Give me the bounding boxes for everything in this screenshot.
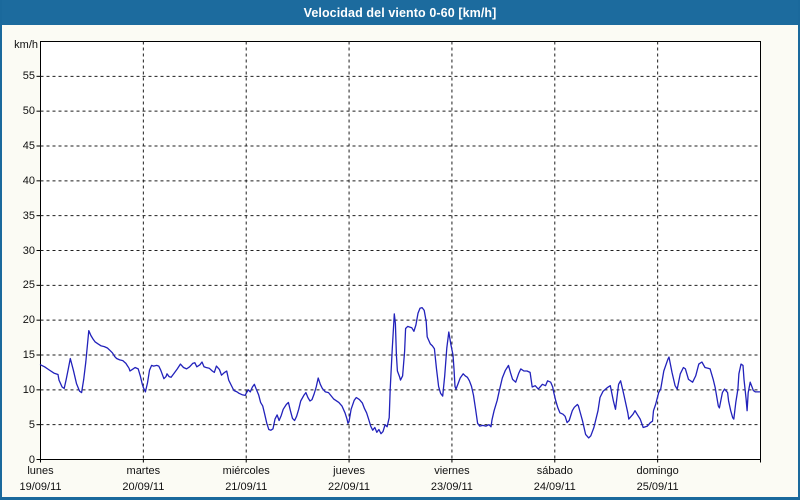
x-axis-date-label: 21/09/11: [225, 481, 268, 493]
x-axis-day-label: martes: [126, 465, 161, 477]
y-axis-tick-label: 40: [22, 175, 35, 187]
y-axis-tick-label: 10: [22, 384, 35, 396]
x-axis-date-label: 19/09/11: [19, 481, 62, 493]
x-axis-day-label: lunes: [27, 465, 54, 477]
y-axis-tick-label: 20: [22, 314, 35, 326]
x-axis-day-label: sábado: [536, 465, 573, 477]
y-axis-tick-label: 55: [22, 70, 35, 82]
x-axis-day-label: domingo: [636, 465, 679, 477]
x-axis-date-label: 23/09/11: [430, 481, 473, 493]
y-axis-tick-label: 25: [22, 279, 35, 291]
x-axis-date-label: 20/09/11: [122, 481, 165, 493]
x-axis-day-label: jueves: [333, 465, 365, 477]
y-axis-tick-label: 30: [22, 245, 35, 257]
y-axis-tick-label: 45: [22, 140, 35, 152]
y-axis-tick-label: 0: [28, 454, 35, 466]
chart-title: Velocidad del viento 0-60 [km/h]: [303, 5, 497, 20]
wind-speed-line: [39, 306, 761, 439]
y-axis-unit-label: km/h: [14, 39, 38, 51]
x-axis-date-label: 22/09/11: [328, 481, 371, 493]
title-bar: Velocidad del viento 0-60 [km/h]: [0, 0, 800, 25]
y-axis-tick-label: 35: [22, 210, 35, 222]
y-axis-tick-label: 5: [28, 419, 35, 431]
x-axis-date-label: 24/09/11: [533, 481, 576, 493]
x-axis-day-label: miércoles: [222, 465, 270, 477]
y-axis-tick-label: 15: [22, 349, 35, 361]
x-axis-date-label: 25/09/11: [636, 481, 679, 493]
x-axis-day-label: viernes: [434, 465, 470, 477]
y-axis-tick-label: 50: [22, 105, 35, 117]
